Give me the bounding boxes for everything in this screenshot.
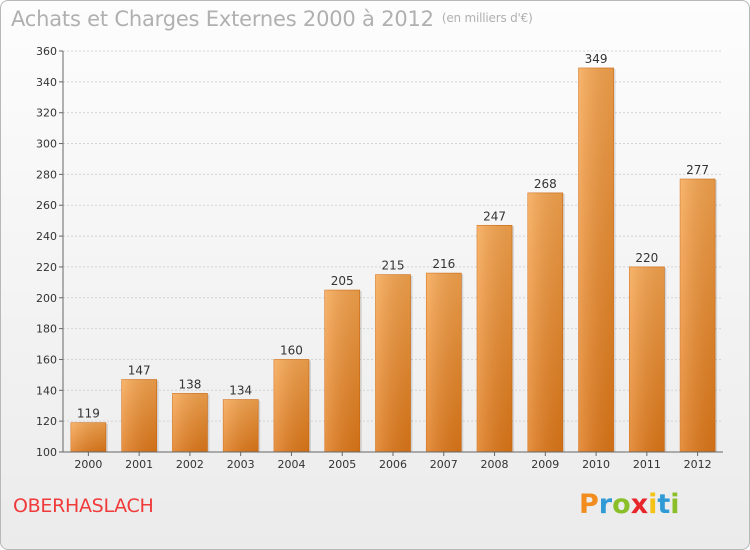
bar-sheen xyxy=(324,290,360,452)
value-label: 119 xyxy=(77,407,100,421)
logo-letter: o xyxy=(612,489,631,520)
chart-title: Achats et Charges Externes 2000 à 2012 (e… xyxy=(11,7,533,31)
value-label: 134 xyxy=(229,384,252,398)
x-tick-label: 2011 xyxy=(633,458,661,471)
y-tick-label: 280 xyxy=(36,168,57,181)
value-label: 349 xyxy=(585,52,608,66)
bar-sheen xyxy=(477,225,513,452)
bar-sheen xyxy=(426,273,462,452)
y-tick-label: 100 xyxy=(36,446,57,459)
y-tick-label: 120 xyxy=(36,415,57,428)
x-tick-label: 2001 xyxy=(125,458,153,471)
x-tick-label: 2003 xyxy=(227,458,255,471)
y-tick-label: 200 xyxy=(36,292,57,305)
bar-sheen xyxy=(375,274,411,452)
chart-title-text: Achats et Charges Externes 2000 à 2012 xyxy=(11,7,434,31)
bar-sheen xyxy=(629,266,665,452)
value-label: 205 xyxy=(331,274,354,288)
y-tick-label: 180 xyxy=(36,323,57,336)
y-tick-label: 320 xyxy=(36,107,57,120)
y-tick-label: 240 xyxy=(36,230,57,243)
proxiti-logo: Proxiti xyxy=(579,489,680,520)
bar-sheen xyxy=(273,359,309,452)
y-tick-label: 340 xyxy=(36,76,57,89)
bar-sheen xyxy=(70,422,106,452)
commune-name: OBERHASLACH xyxy=(13,495,154,517)
value-label: 247 xyxy=(483,209,506,223)
bar-sheen xyxy=(121,379,157,452)
bar-sheen xyxy=(223,399,259,452)
value-label: 215 xyxy=(382,259,405,273)
value-label: 268 xyxy=(534,177,557,191)
logo-letter: i xyxy=(648,489,658,520)
y-tick-label: 260 xyxy=(36,199,57,212)
axes xyxy=(59,50,723,456)
bars xyxy=(70,67,718,453)
value-label: 147 xyxy=(128,364,151,378)
logo-letter: i xyxy=(670,489,680,520)
bar-sheen xyxy=(578,67,614,452)
bar-sheen xyxy=(172,393,208,452)
value-label: 160 xyxy=(280,343,303,357)
y-tick-label: 220 xyxy=(36,261,57,274)
x-tick-label: 2007 xyxy=(430,458,458,471)
logo-letter: t xyxy=(657,489,671,520)
value-label: 138 xyxy=(178,377,201,391)
x-tick-label: 2005 xyxy=(328,458,356,471)
value-label: 277 xyxy=(686,163,709,177)
logo-letter: r xyxy=(598,489,613,520)
x-tick-label: 2010 xyxy=(582,458,610,471)
bar-sheen xyxy=(680,179,716,452)
y-tick-label: 300 xyxy=(36,138,57,151)
x-tick-label: 2004 xyxy=(277,458,305,471)
logo-letter: P xyxy=(579,489,599,520)
y-tick-label: 360 xyxy=(36,45,57,58)
logo-letter: x xyxy=(630,489,649,520)
labels: 100 120 140 160 180 200 220 240 260 280 300 320 340 3… xyxy=(36,45,712,471)
x-tick-label: 2008 xyxy=(481,458,509,471)
x-tick-label: 2006 xyxy=(379,458,407,471)
x-tick-label: 2000 xyxy=(74,458,102,471)
x-tick-label: 2012 xyxy=(684,458,712,471)
value-label: 220 xyxy=(635,251,658,265)
x-tick-label: 2009 xyxy=(531,458,559,471)
y-tick-label: 160 xyxy=(36,353,57,366)
bar-sheen xyxy=(527,192,563,452)
y-tick-label: 140 xyxy=(36,384,57,397)
x-tick-label: 2002 xyxy=(176,458,204,471)
value-label: 216 xyxy=(432,257,455,271)
chart-unit: (en milliers d'€) xyxy=(441,11,533,25)
